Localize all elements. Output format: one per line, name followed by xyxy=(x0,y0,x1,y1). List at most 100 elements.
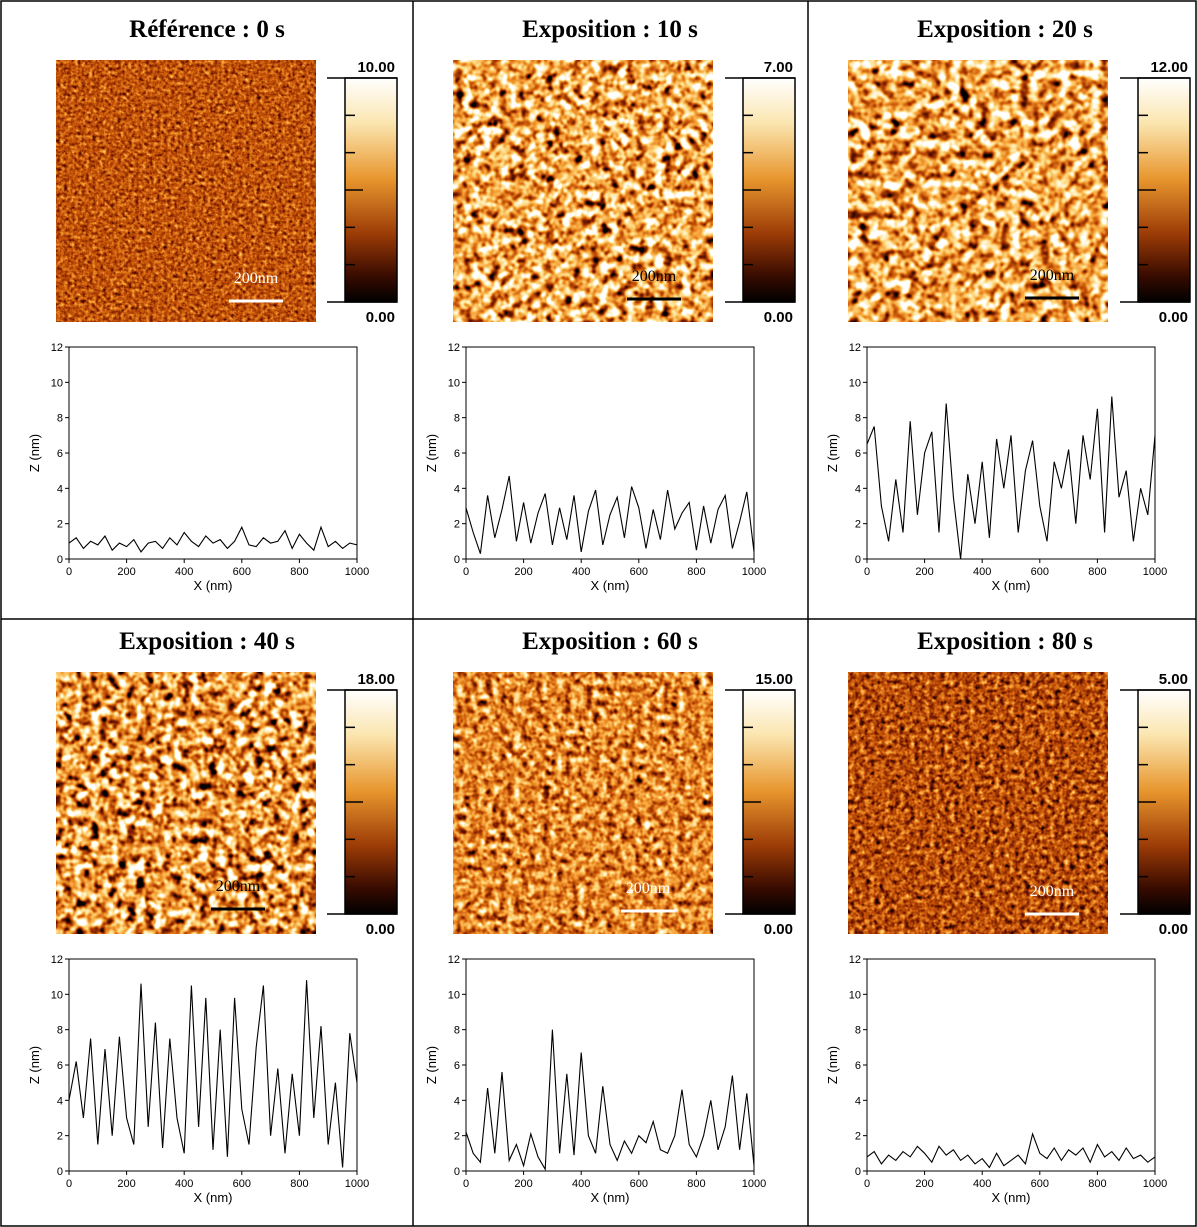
panel-title: Exposition : 10 s xyxy=(522,16,698,43)
colorbar-max-label: 5.00 xyxy=(1159,671,1188,688)
y-tick-label: 6 xyxy=(855,448,861,460)
x-tick-label: 1000 xyxy=(345,566,369,578)
y-tick-label: 8 xyxy=(57,413,63,425)
afm-image xyxy=(56,672,316,934)
x-tick-label: 600 xyxy=(1031,1178,1049,1190)
y-tick-label: 0 xyxy=(855,554,861,566)
x-tick-label: 200 xyxy=(915,566,933,578)
y-tick-label: 6 xyxy=(57,448,63,460)
colorbar-max-label: 18.00 xyxy=(357,671,395,688)
y-tick-label: 0 xyxy=(57,554,63,566)
x-tick-label: 800 xyxy=(687,566,705,578)
y-axis-label: Z (nm) xyxy=(424,434,439,472)
colorbar-min-label: 0.00 xyxy=(1159,921,1188,938)
y-tick-label: 2 xyxy=(57,1131,63,1143)
y-tick-label: 12 xyxy=(448,342,460,354)
x-tick-label: 0 xyxy=(864,1178,870,1190)
x-tick-label: 1000 xyxy=(345,1178,369,1190)
x-tick-label: 400 xyxy=(572,566,590,578)
x-tick-label: 0 xyxy=(66,566,72,578)
x-axis-label: X (nm) xyxy=(992,1190,1031,1205)
x-tick-label: 400 xyxy=(973,1178,991,1190)
x-tick-label: 200 xyxy=(514,566,532,578)
y-tick-label: 2 xyxy=(57,519,63,531)
x-tick-label: 1000 xyxy=(1143,566,1167,578)
y-tick-label: 10 xyxy=(448,989,460,1001)
x-tick-label: 0 xyxy=(864,566,870,578)
x-tick-label: 600 xyxy=(630,1178,648,1190)
y-tick-label: 0 xyxy=(57,1166,63,1178)
colorbar-min-label: 0.00 xyxy=(764,309,793,326)
profile-line xyxy=(866,1132,1156,1169)
colorbar-min-label: 0.00 xyxy=(1159,309,1188,326)
y-tick-label: 12 xyxy=(849,954,861,966)
x-tick-label: 200 xyxy=(117,566,135,578)
x-tick-label: 800 xyxy=(687,1178,705,1190)
afm-image xyxy=(453,672,713,934)
y-tick-label: 8 xyxy=(855,413,861,425)
y-tick-label: 6 xyxy=(855,1060,861,1072)
plot-frame xyxy=(866,958,1156,1172)
profile-line xyxy=(866,396,1156,560)
panel-title: Exposition : 60 s xyxy=(522,628,698,655)
colorbar-min-label: 0.00 xyxy=(764,921,793,938)
y-tick-label: 0 xyxy=(855,1166,861,1178)
colorbar-min-label: 0.00 xyxy=(366,921,395,938)
x-tick-label: 0 xyxy=(66,1178,72,1190)
y-tick-label: 4 xyxy=(57,483,63,495)
y-tick-label: 10 xyxy=(51,377,63,389)
y-tick-label: 10 xyxy=(51,989,63,1001)
panel-title: Exposition : 20 s xyxy=(917,16,1093,43)
y-tick-label: 8 xyxy=(454,1025,460,1037)
x-tick-label: 400 xyxy=(572,1178,590,1190)
colorbar-max-label: 15.00 xyxy=(755,671,793,688)
colorbar-max-label: 7.00 xyxy=(764,59,793,76)
y-tick-label: 2 xyxy=(454,1131,460,1143)
y-tick-label: 10 xyxy=(849,377,861,389)
plot-frame xyxy=(465,346,755,560)
x-axis-label: X (nm) xyxy=(591,578,630,593)
x-axis-label: X (nm) xyxy=(992,578,1031,593)
scale-bar-label: 200nm xyxy=(632,268,677,285)
afm-image xyxy=(848,60,1108,322)
y-tick-label: 2 xyxy=(855,1131,861,1143)
x-axis-label: X (nm) xyxy=(194,1190,233,1205)
afm-image xyxy=(453,60,713,322)
x-tick-label: 1000 xyxy=(742,566,766,578)
profile-line xyxy=(465,475,755,554)
y-tick-label: 4 xyxy=(855,1095,861,1107)
x-axis-label: X (nm) xyxy=(194,578,233,593)
scale-bar-label: 200nm xyxy=(626,880,671,897)
y-axis-label: Z (nm) xyxy=(424,1046,439,1084)
x-tick-label: 400 xyxy=(973,566,991,578)
x-tick-label: 800 xyxy=(290,566,308,578)
x-tick-label: 400 xyxy=(175,566,193,578)
y-tick-label: 0 xyxy=(454,1166,460,1178)
y-tick-label: 2 xyxy=(454,519,460,531)
x-axis-label: X (nm) xyxy=(591,1190,630,1205)
y-tick-label: 12 xyxy=(51,342,63,354)
y-tick-label: 12 xyxy=(51,954,63,966)
x-tick-label: 200 xyxy=(514,1178,532,1190)
x-tick-label: 200 xyxy=(117,1178,135,1190)
profile-line xyxy=(465,1029,755,1172)
scale-bar-label: 200nm xyxy=(1030,883,1075,900)
panel-title: Référence : 0 s xyxy=(129,16,285,43)
scale-bar-label: 200nm xyxy=(216,878,261,895)
afm-image xyxy=(848,672,1108,934)
y-tick-label: 8 xyxy=(855,1025,861,1037)
y-tick-label: 6 xyxy=(454,1060,460,1072)
y-axis-label: Z (nm) xyxy=(825,1046,840,1084)
y-tick-label: 4 xyxy=(454,483,460,495)
colorbar-min-label: 0.00 xyxy=(366,309,395,326)
profile-line xyxy=(68,980,358,1168)
x-tick-label: 0 xyxy=(463,566,469,578)
x-tick-label: 1000 xyxy=(1143,1178,1167,1190)
y-tick-label: 12 xyxy=(849,342,861,354)
y-tick-label: 10 xyxy=(448,377,460,389)
colorbar-max-label: 10.00 xyxy=(357,59,395,76)
y-tick-label: 4 xyxy=(454,1095,460,1107)
panel-title: Exposition : 80 s xyxy=(917,628,1093,655)
